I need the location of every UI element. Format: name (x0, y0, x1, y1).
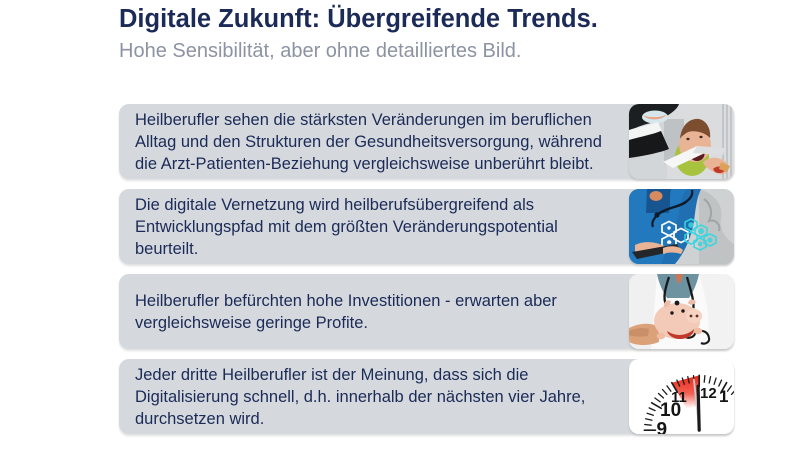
svg-text:12: 12 (700, 385, 717, 402)
svg-text:9: 9 (657, 420, 668, 435)
svg-text:1: 1 (719, 387, 728, 406)
svg-text:11: 11 (671, 389, 687, 406)
